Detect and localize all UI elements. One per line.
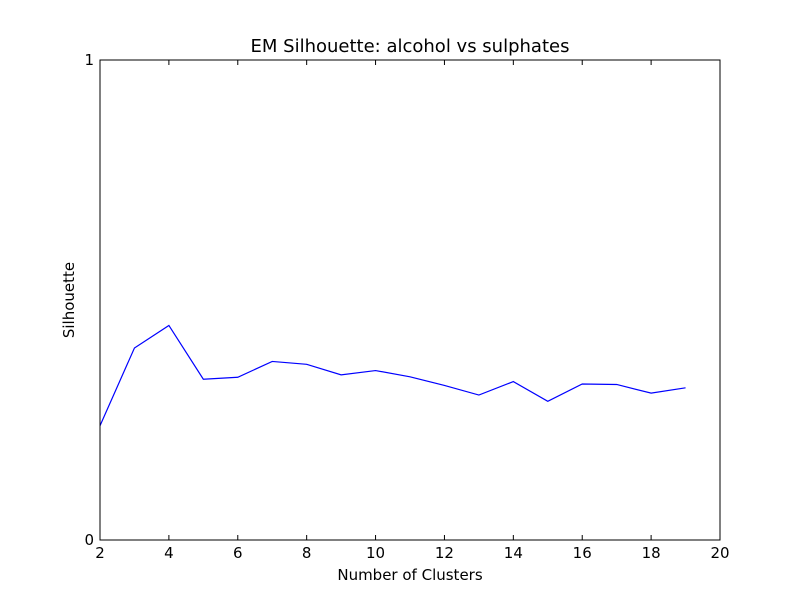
x-tick-label: 8: [302, 544, 312, 562]
y-tick-label: 1: [84, 51, 94, 69]
x-axis-ticks: 2 4 6 8 10 12 14 16 18 20: [95, 60, 730, 562]
x-tick-label: 14: [504, 544, 523, 562]
x-axis-label: Number of Clusters: [337, 566, 482, 584]
y-axis-label: Silhouette: [60, 262, 78, 338]
plot-area: [99, 59, 721, 541]
x-tick-label: 2: [95, 544, 105, 562]
x-tick-label: 12: [435, 544, 454, 562]
y-axis-ticks: 01: [84, 51, 720, 549]
x-tick-label: 6: [233, 544, 243, 562]
series-line-0: [99, 324, 686, 427]
x-tick-label: 10: [366, 544, 385, 562]
x-tick-label: 18: [642, 544, 661, 562]
chart-title: EM Silhouette: alcohol vs sulphates: [251, 36, 570, 57]
y-tick-label: 0: [84, 531, 94, 549]
x-tick-label: 16: [573, 544, 592, 562]
x-tick-label: 20: [710, 544, 729, 562]
plot-frame: [99, 59, 721, 541]
x-tick-label: 4: [164, 544, 174, 562]
